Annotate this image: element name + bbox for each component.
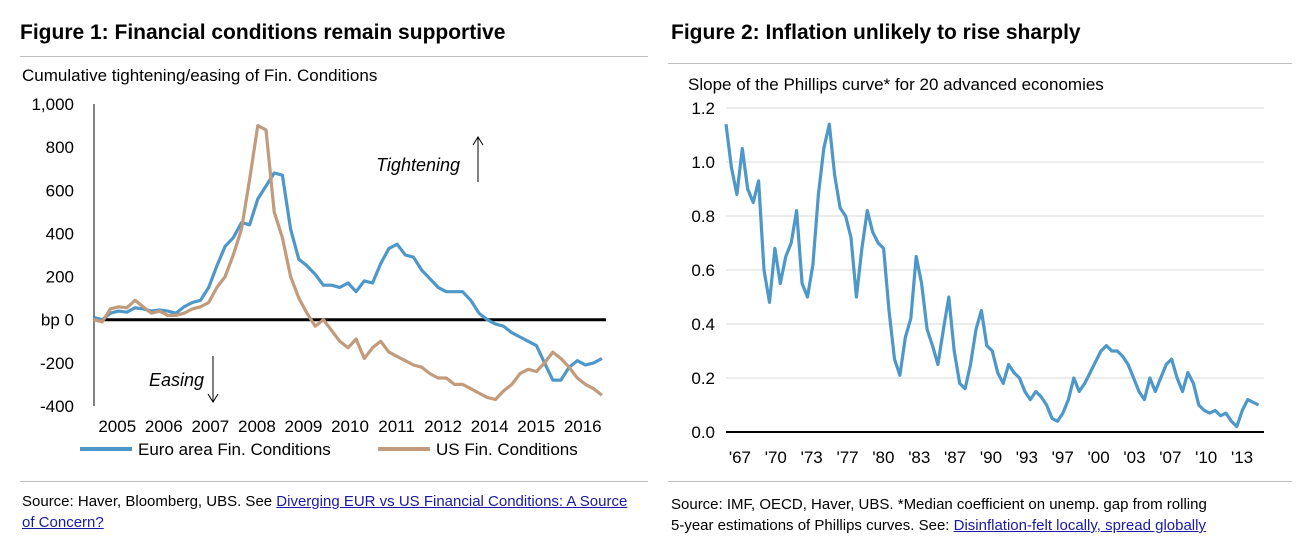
- x-tick-label: '00: [1088, 448, 1110, 467]
- figure-1-panel: Figure 1: Financial conditions remain su…: [0, 0, 648, 550]
- x-tick-label: '10: [1195, 448, 1217, 467]
- annotation-tightening: Tightening: [376, 155, 460, 175]
- x-tick-label: '70: [765, 448, 787, 467]
- figure-2-source-text: 5-year estimations of Phillips curves. S…: [671, 517, 954, 534]
- figure-2-source-line-2: 5-year estimations of Phillips curves. S…: [671, 515, 1301, 536]
- figure-2-subtitle: Slope of the Phillips curve* for 20 adva…: [688, 75, 1104, 94]
- y-tick-label: -400: [40, 397, 74, 416]
- x-tick-label: 2006: [145, 417, 183, 436]
- legend-label-us: US Fin. Conditions: [436, 440, 578, 459]
- y-tick-label: 0.0: [691, 423, 715, 442]
- series-line: [93, 123, 603, 402]
- figure-1-chart: 1,000 800 600 400 200 bp 0 -200 -400 2005 2006 200…: [31, 95, 606, 459]
- y-tick-label: 1,000: [31, 95, 74, 114]
- x-tick-label: 2008: [238, 417, 276, 436]
- y-tick-label: 400: [46, 224, 74, 243]
- x-tick-label: '13: [1231, 448, 1253, 467]
- figure-2-source: Source: IMF, OECD, Haver, UBS. *Median c…: [671, 494, 1301, 536]
- x-tick-label: '67: [729, 448, 751, 467]
- figure-2-panel: Figure 2: Inflation unlikely to rise sha…: [668, 0, 1308, 550]
- x-tick-label: 2015: [517, 417, 555, 436]
- y-tick-label: -200: [40, 354, 74, 373]
- x-tick-label: 2005: [98, 417, 136, 436]
- y-tick-label: 1.2: [691, 99, 715, 118]
- x-tick-label: '93: [1016, 448, 1038, 467]
- x-tick-label: 2011: [378, 417, 415, 436]
- x-tick-label: 2016: [564, 417, 602, 436]
- figure-2-top-rule: [668, 63, 1292, 64]
- figure-2-title: Figure 2: Inflation unlikely to rise sha…: [671, 21, 1081, 44]
- figure-1-bottom-rule: [20, 481, 648, 482]
- x-tick-label: 2010: [331, 417, 369, 436]
- x-tick-label: 2007: [191, 417, 229, 436]
- x-tick-label: '87: [944, 448, 966, 467]
- x-tick-label: 2009: [285, 417, 323, 436]
- y-tick-label: 1.0: [691, 153, 715, 172]
- y-tick-label: 200: [46, 268, 74, 287]
- x-tick-label: '97: [1052, 448, 1074, 467]
- x-tick-label: '07: [1159, 448, 1181, 467]
- figure-1-source-text: Source: Haver, Bloomberg, UBS. See: [22, 493, 277, 510]
- y-tick-label: 0.4: [691, 315, 715, 334]
- figure-1-top-rule: [20, 56, 648, 57]
- y-tick-label: bp 0: [41, 311, 74, 330]
- series-line: [724, 122, 1260, 429]
- x-tick-label: '03: [1123, 448, 1145, 467]
- x-tick-label: 2014: [471, 417, 509, 436]
- figure-1-subtitle: Cumulative tightening/easing of Fin. Con…: [22, 66, 378, 85]
- figure-2-chart: 0.0 0.2 0.4 0.6 0.8 1.0 1.2 '67 '70 '73 '77 '80 '83 '…: [691, 99, 1264, 467]
- tightening-arrowhead-icon: [472, 136, 484, 146]
- series-line: [93, 171, 603, 382]
- figure-2-source-link[interactable]: Disinflation-felt locally, spread global…: [953, 517, 1206, 534]
- figure-1-title: Figure 1: Financial conditions remain su…: [20, 21, 506, 44]
- x-tick-label: '80: [872, 448, 894, 467]
- y-tick-label: 0.6: [691, 261, 715, 280]
- y-tick-label: 0.2: [691, 369, 715, 388]
- y-tick-label: 600: [46, 181, 74, 200]
- figure-2-bottom-rule: [668, 481, 1292, 482]
- y-tick-label: 0.8: [691, 207, 715, 226]
- x-tick-label: '83: [908, 448, 930, 467]
- figure-2-source-line-1: Source: IMF, OECD, Haver, UBS. *Median c…: [671, 496, 1207, 513]
- figure-1-source-link[interactable]: Diverging EUR vs US Financial Conditions…: [22, 493, 628, 531]
- x-tick-label: '77: [836, 448, 858, 467]
- annotation-easing: Easing: [149, 370, 204, 390]
- x-tick-label: '73: [801, 448, 823, 467]
- legend-label-euro: Euro area Fin. Conditions: [138, 440, 331, 459]
- x-tick-label: 2012: [424, 417, 462, 436]
- figure-1-source: Source: Haver, Bloomberg, UBS. See Diver…: [22, 491, 642, 533]
- y-tick-label: 800: [46, 138, 74, 157]
- easing-arrowhead-icon: [207, 393, 219, 403]
- x-tick-label: '90: [980, 448, 1002, 467]
